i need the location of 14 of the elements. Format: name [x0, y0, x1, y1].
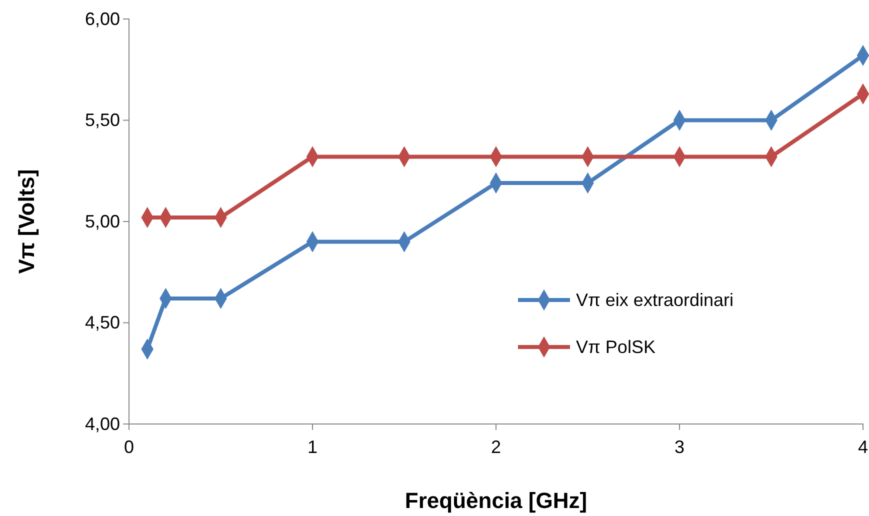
y-tick-label: 4,00 — [84, 414, 120, 434]
legend-label: Vπ eix extraordinari — [576, 290, 734, 310]
x-tick-label: 3 — [674, 436, 685, 457]
y-tick-label: 4,50 — [84, 312, 120, 333]
y-axis-title: Vπ [Volts] — [14, 169, 39, 274]
legend-label: Vπ PolSK — [576, 337, 656, 357]
y-tick-label: 5,50 — [84, 110, 120, 130]
x-tick-label: 0 — [124, 436, 134, 457]
x-axis-title: Freqüència [GHz] — [404, 488, 588, 513]
x-tick-label: 2 — [490, 436, 502, 457]
x-tick-label: 1 — [307, 436, 318, 457]
y-tick-label: 6,00 — [84, 8, 120, 29]
x-tick-label: 4 — [858, 436, 868, 457]
y-tick-label: 5,00 — [84, 211, 120, 232]
